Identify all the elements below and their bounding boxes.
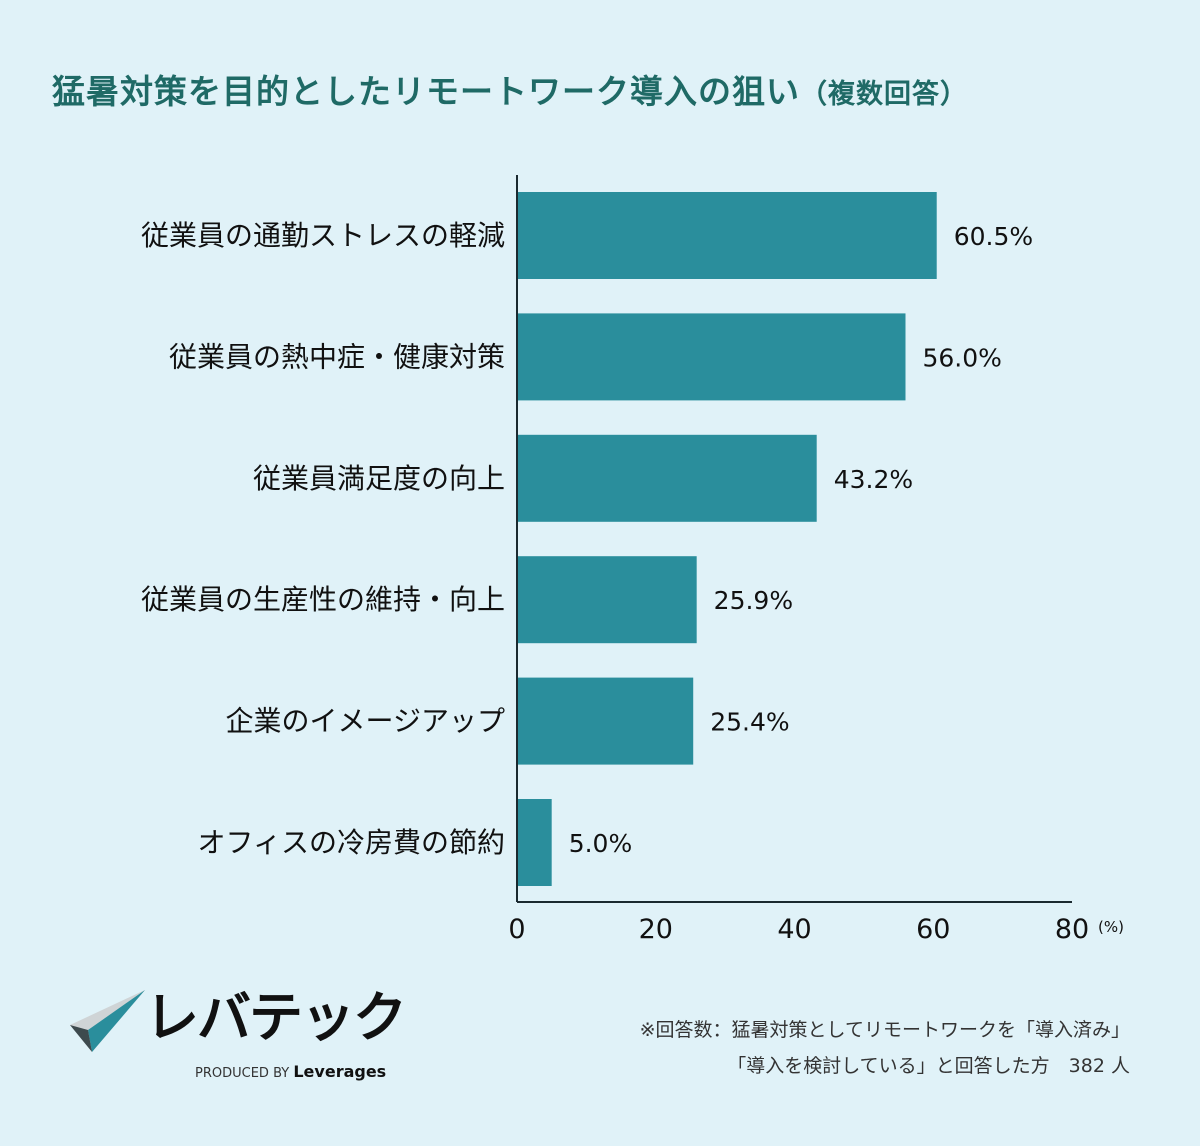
bar — [517, 556, 697, 644]
data-label: 43.2% — [834, 465, 913, 494]
x-tick-label: 40 — [777, 914, 811, 945]
x-tick-label: 80 — [1055, 914, 1089, 945]
category-label: 企業のイメージアップ — [226, 705, 505, 738]
footnote-line-1: ※回答数：猛暑対策としてリモートワークを「導入済み」 — [639, 1019, 1130, 1041]
x-tick-label: 20 — [639, 914, 673, 945]
bar — [517, 677, 694, 765]
x-unit-label: (%) — [1098, 918, 1124, 936]
category-label: 従業員満足度の向上 — [253, 462, 505, 495]
footnote-line-2: 「導入を検討している」と回答した方 382 人 — [727, 1055, 1130, 1077]
data-label: 56.0% — [923, 343, 1002, 372]
data-label: 5.0% — [569, 829, 633, 858]
chart-title: 猛暑対策を目的としたリモートワーク導入の狙い（複数回答） — [52, 72, 968, 115]
category-label: 従業員の通勤ストレスの軽減 — [141, 219, 505, 252]
category-label: 従業員の熱中症・健康対策 — [169, 340, 505, 373]
title-note: （複数回答） — [800, 79, 968, 110]
category-label: オフィスの冷房費の節約 — [198, 826, 505, 859]
title-text: 猛暑対策を目的としたリモートワーク導入の狙い — [52, 72, 800, 111]
bar — [517, 192, 937, 279]
logo-produced-by: PRODUCED BY Leverages — [195, 1062, 387, 1081]
bar — [517, 313, 906, 401]
bar — [517, 799, 552, 886]
bar — [517, 434, 817, 522]
x-tick-label: 0 — [508, 914, 525, 945]
data-label: 25.4% — [710, 708, 789, 737]
logo-wordmark: レバテック — [145, 986, 407, 1049]
data-label: 25.9% — [714, 586, 793, 615]
category-label: 従業員の生産性の維持・向上 — [141, 583, 505, 616]
data-label: 60.5% — [954, 222, 1033, 251]
x-tick-label: 60 — [916, 914, 950, 945]
